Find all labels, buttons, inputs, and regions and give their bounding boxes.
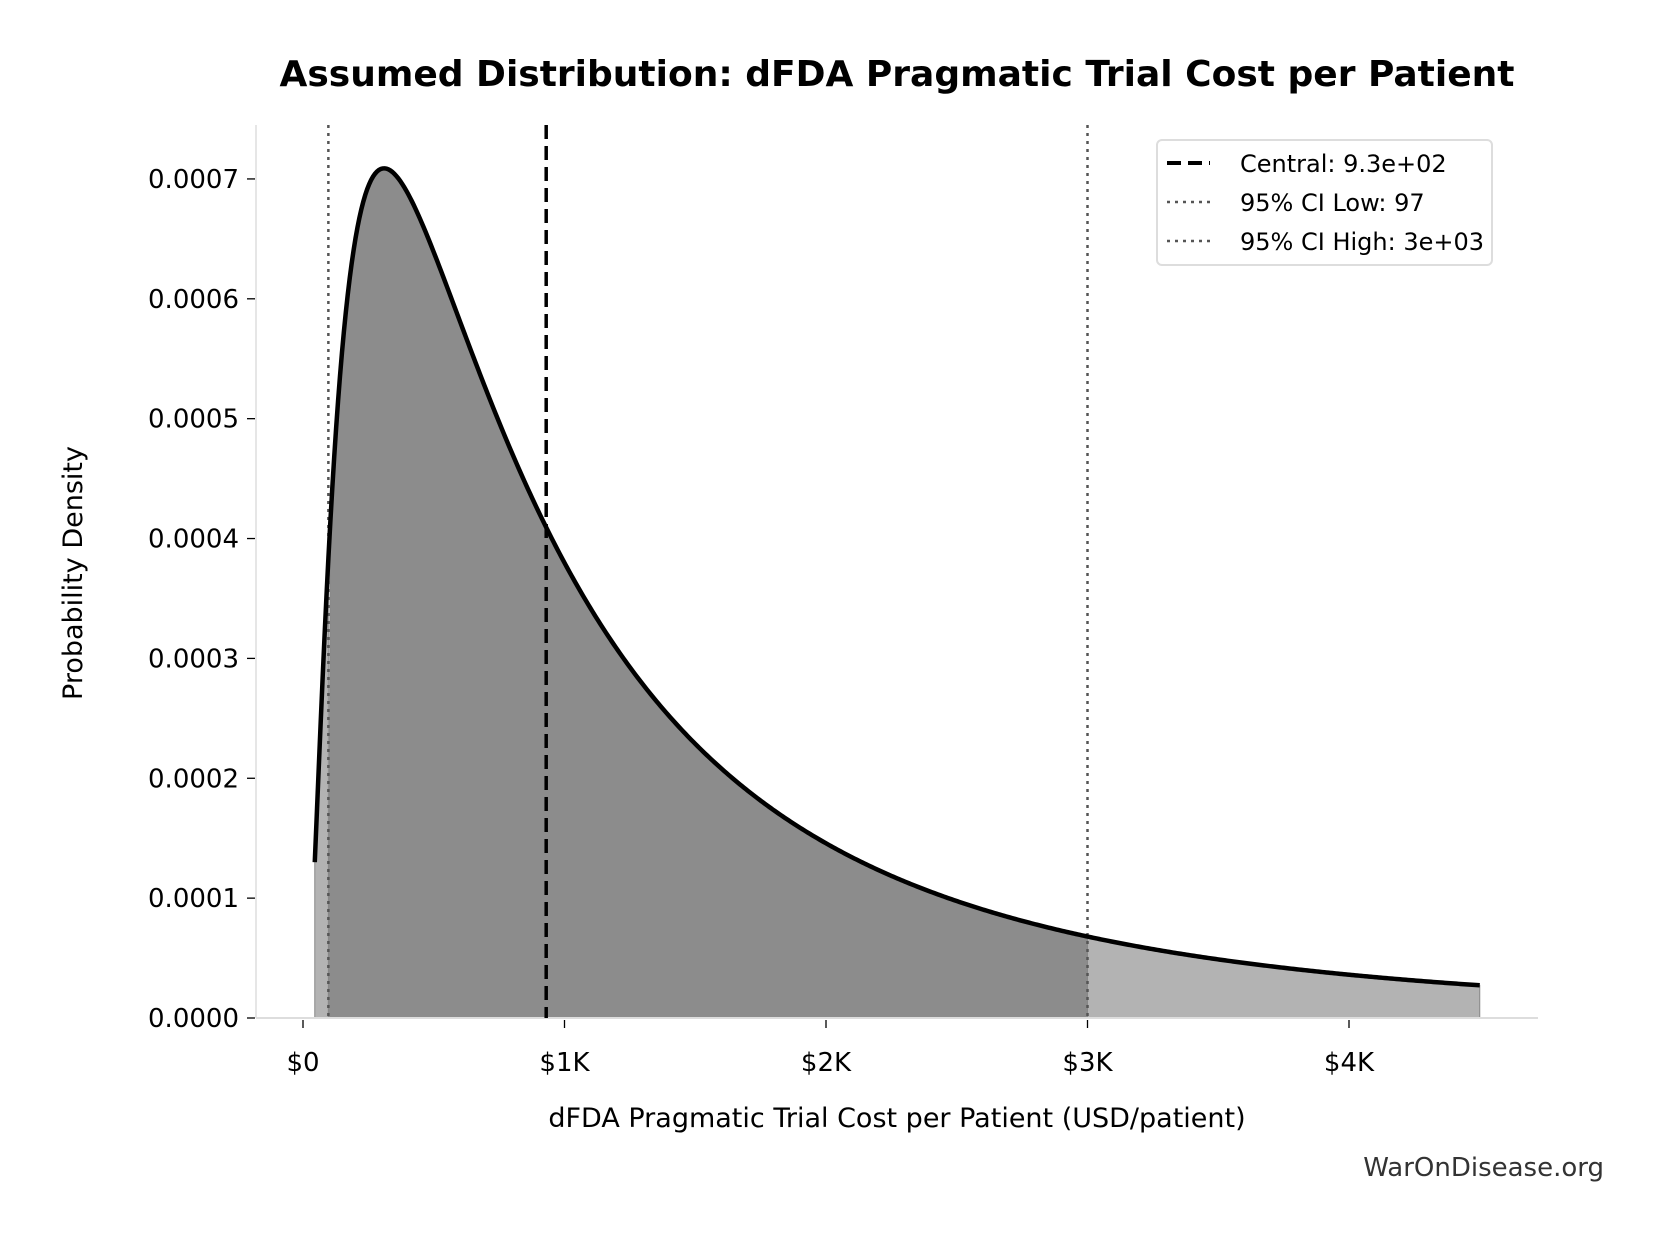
y-tick-label: 0.0005: [148, 405, 239, 435]
y-tick-label: 0.0003: [148, 644, 239, 674]
plot-area: $0 $1K $2K $3K $4K 0.0000 0.0001 0.0002 0.0003 0.…: [148, 125, 1538, 1078]
watermark: WarOnDisease.org: [1363, 1153, 1604, 1183]
y-axis-label: Probability Density: [58, 446, 89, 700]
x-axis-label: dFDA Pragmatic Trial Cost per Patient (U…: [548, 1103, 1245, 1134]
chart-title: Assumed Distribution: dFDA Pragmatic Tri…: [279, 54, 1514, 95]
legend: Central: 9.3e+02 95% CI Low: 97 95% CI Hig…: [1156, 139, 1493, 266]
density-curve: [312, 166, 1480, 988]
x-tick-label: $0: [286, 1048, 319, 1078]
y-tick-label: 0.0000: [148, 1004, 239, 1034]
y-tick-label: 0.0001: [148, 884, 239, 914]
y-tick-label: 0.0002: [148, 764, 239, 794]
x-tick-label: $3K: [1062, 1048, 1113, 1078]
legend-label: 95% CI Low: 97: [1240, 189, 1425, 217]
y-tick-label: 0.0004: [148, 525, 239, 555]
y-tick-label: 0.0007: [148, 165, 239, 195]
y-tick-label: 0.0006: [148, 285, 239, 315]
legend-label: 95% CI High: 3e+03: [1240, 228, 1484, 256]
legend-box: [1156, 139, 1493, 266]
x-tick-label: $2K: [801, 1048, 852, 1078]
x-tick-label: $1K: [539, 1048, 590, 1078]
legend-label: Central: 9.3e+02: [1240, 150, 1447, 178]
x-tick-label: $4K: [1324, 1048, 1375, 1078]
ci-area: [327, 167, 1088, 1019]
